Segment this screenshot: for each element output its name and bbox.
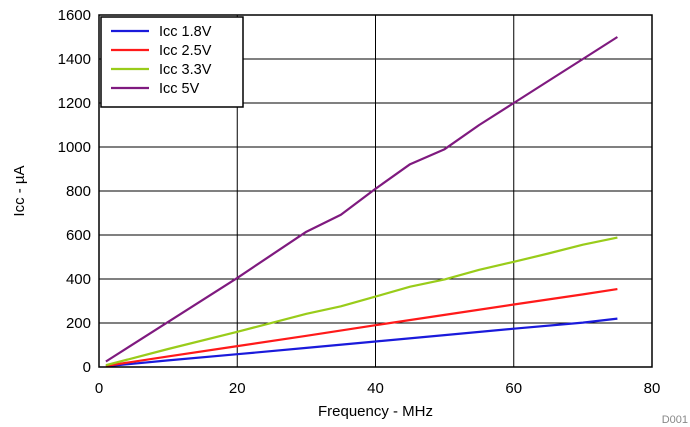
y-tick-label: 1600 (58, 7, 91, 24)
legend-label: Icc 3.3V (159, 62, 212, 78)
y-axis-ticks: 0 200 400 600 800 1000 1200 1400 1600 (58, 7, 91, 376)
gridlines (99, 15, 652, 367)
y-tick-label: 1000 (58, 139, 91, 156)
plot-area-frame (98, 14, 653, 368)
y-tick-label: 0 (83, 359, 91, 376)
y-tick-label: 800 (66, 183, 91, 200)
x-tick-label: 20 (229, 380, 246, 397)
x-tick-label: 60 (505, 380, 522, 397)
x-tick-label: 80 (644, 380, 661, 397)
x-axis-title: Frequency - MHz (318, 403, 433, 420)
y-axis-title: Icc - µA (11, 165, 28, 216)
series-line-2 (105, 236, 618, 367)
legend-label: Icc 1.8V (159, 24, 212, 40)
y-tick-label: 1400 (58, 51, 91, 68)
series-line-0 (105, 317, 618, 368)
legend-label: Icc 2.5V (159, 43, 212, 59)
y-tick-label: 400 (66, 271, 91, 288)
y-tick-label: 200 (66, 315, 91, 332)
y-tick-label: 1200 (58, 95, 91, 112)
x-axis-ticks: 0 20 40 60 80 (95, 380, 661, 397)
x-tick-label: 0 (95, 380, 103, 397)
series-line-3 (105, 36, 618, 363)
y-tick-label: 600 (66, 227, 91, 244)
legend-label: Icc 5V (159, 81, 200, 97)
x-tick-label: 40 (367, 380, 384, 397)
series-lines (105, 36, 618, 368)
legend: Icc 1.8V Icc 2.5V Icc 3.3V Icc 5V (100, 16, 244, 108)
figure-code-label: D001 (662, 414, 688, 426)
series-line-1 (105, 288, 618, 367)
